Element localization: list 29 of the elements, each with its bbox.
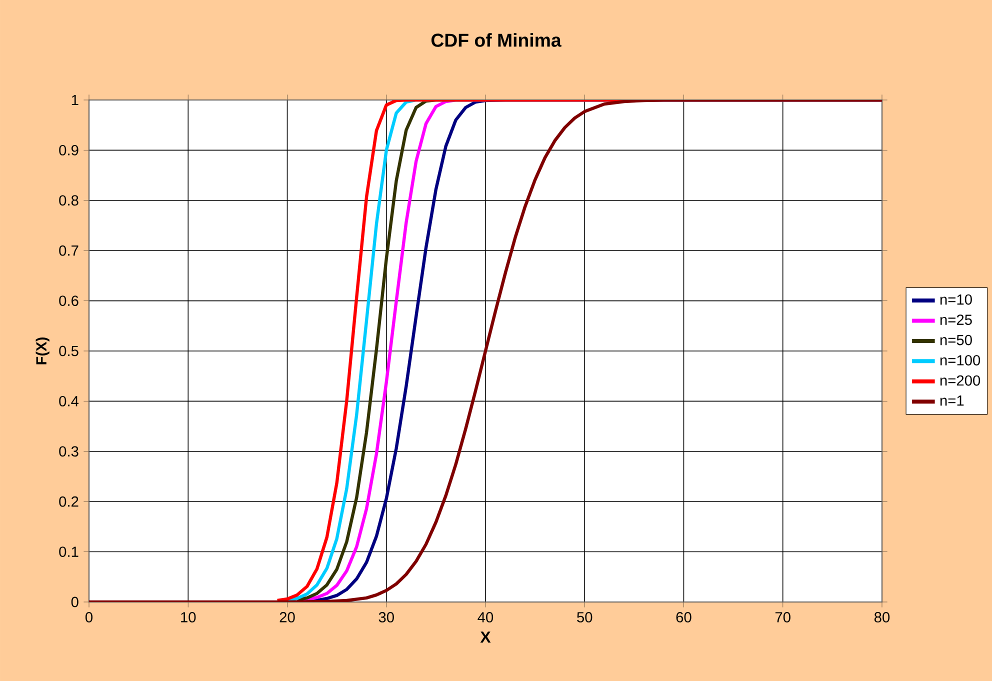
x-tick-label: 60 <box>676 612 692 622</box>
y-tick-label: 0.3 <box>59 446 78 457</box>
y-tick-label: 0.4 <box>59 396 79 406</box>
x-tick-label: 0 <box>85 612 92 622</box>
y-tick-label: 0.7 <box>59 245 78 256</box>
x-axis-title: X <box>480 632 491 643</box>
x-tick-label: 10 <box>181 612 196 622</box>
x-tick-label: 20 <box>280 612 295 622</box>
y-tick-label: 0.6 <box>59 296 78 306</box>
y-tick-label: 0.5 <box>59 346 78 356</box>
y-tick-label: 0.9 <box>59 145 78 156</box>
x-tick-label: 50 <box>577 612 592 622</box>
legend-label: n=50 <box>940 334 972 346</box>
x-tick-label: 80 <box>874 612 890 622</box>
legend-label: n=10 <box>940 294 972 305</box>
legend-label: n=25 <box>940 314 972 325</box>
y-tick-label: 0.2 <box>59 496 78 507</box>
y-tick-label: 0.1 <box>59 546 78 557</box>
chart-title: CDF of Minima <box>431 33 562 47</box>
x-tick-label: 30 <box>378 612 394 622</box>
x-tick-label: 70 <box>775 612 790 622</box>
legend-label: n=1 <box>940 396 964 406</box>
y-tick-label: 0.8 <box>59 195 78 206</box>
legend-label: n=200 <box>940 375 980 386</box>
legend-label: n=100 <box>940 355 980 366</box>
y-tick-label: 0 <box>71 596 78 608</box>
x-tick-label: 40 <box>478 612 494 622</box>
y-axis-title: F(X) <box>36 337 50 364</box>
y-tick-label: 1 <box>72 94 78 106</box>
